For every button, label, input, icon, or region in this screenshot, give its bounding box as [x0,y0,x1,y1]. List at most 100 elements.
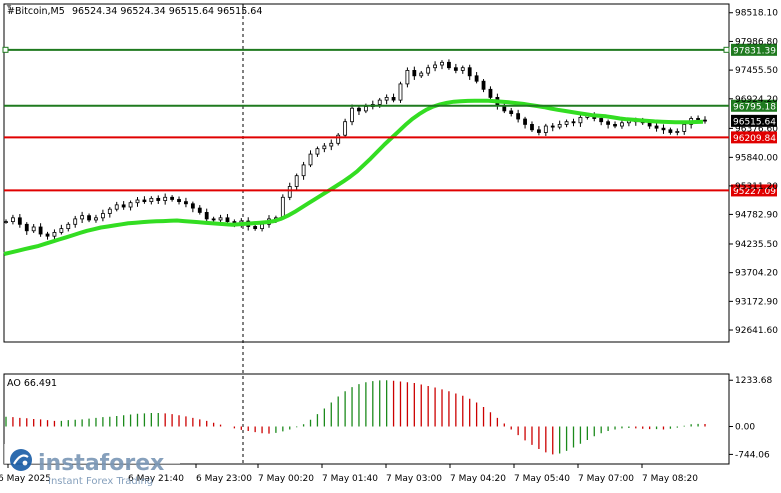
candle-body [564,121,569,125]
price-ytick-label: 94235.50 [735,240,778,250]
candle-body [315,148,320,155]
xtick-label: 6 May 23:00 [196,474,252,484]
candle-body [433,64,437,69]
candle-body [530,124,534,131]
candle-body [94,217,98,221]
candle-body [294,175,299,187]
candle-body [447,61,451,69]
candle-body [578,116,583,124]
candle-body [703,119,707,122]
price-level-tag [731,43,777,56]
xtick-label: 7 May 00:20 [258,474,314,484]
price-ytick-label: 95840.00 [735,153,778,163]
candle-body [107,208,112,214]
candle-body [453,67,458,71]
price-level-label: 97831.39 [733,46,776,56]
candle-body [696,118,700,121]
candle-body [156,197,161,201]
price-level-label: 96209.84 [733,134,776,144]
candle-body [218,217,223,221]
symbol-label: #Bitcoin,M5 [7,6,65,17]
candle-body [537,129,541,133]
xtick-label: 6 May 2025 [0,474,51,484]
candle-body [322,145,327,150]
candle-body [350,107,354,123]
candle-body [647,122,652,127]
candle-body [391,97,396,101]
candle-body [52,231,57,237]
candle-body [412,70,417,77]
candle-body [73,218,78,225]
candle-body [128,202,133,208]
candle-body [336,134,341,144]
candle-body [460,67,465,71]
candle-body [474,75,479,82]
candle-body [308,153,313,166]
ao-ytick-label: 1233.68 [735,376,772,386]
candle-body [661,127,666,131]
candle-body [66,223,71,230]
scroll-marker-icon [6,4,12,9]
xtick-label: 6 May 21:40 [128,474,184,484]
candle-body [11,217,15,222]
candle-body [654,125,659,129]
candle-body [177,199,181,203]
last-price-tag [731,114,777,127]
candle-body [377,99,382,105]
candle-body [599,118,604,123]
candles-group [4,59,707,241]
price-ytick-label: 96924.20 [735,95,778,105]
candle-body [114,204,119,210]
level-anchor-handle[interactable] [723,46,730,53]
candle-body [121,204,126,208]
level-anchor-handle[interactable] [2,46,9,53]
candle-body [668,129,673,133]
ao-title: AO 66.491 [7,378,57,389]
price-level-label: 95227.09 [733,187,776,197]
ohlc-readout: 96524.34 96524.34 96515.64 96515.64 [72,6,262,17]
candle-body [357,107,361,112]
xtick-label: 7 May 04:20 [450,474,506,484]
candle-body [287,186,292,198]
moving-average-line [3,98,704,256]
last-price-label: 96515.64 [733,117,776,127]
candle-body [17,217,22,225]
candle-body [543,125,548,133]
candle-body [426,67,431,74]
candle-body [163,196,168,201]
candle-body [419,72,424,77]
candle-body [405,70,410,85]
candle-body [675,131,680,133]
candle-body [606,121,611,125]
candle-body [488,88,493,98]
price-panel[interactable] [3,3,730,343]
candle-body [467,67,472,77]
candle-body [440,61,444,66]
candle-body [197,207,202,213]
candle-body [682,124,687,132]
ao-ytick-label: 0.00 [735,423,755,433]
candle-body [135,199,140,204]
candle-body [211,218,216,221]
candle-body [481,80,486,90]
price-ytick-label: 94782.90 [735,210,778,220]
candle-body [550,125,555,128]
price-ytick-label: 93704.20 [735,269,778,279]
candle-body [260,223,264,230]
price-ytick-label: 92641.60 [735,326,778,336]
price-level-label: 96795.18 [733,102,776,112]
candle-body [225,217,230,222]
instaforex-watermark: instaforex Instant Forex Trading [4,444,180,487]
candle-body [142,199,147,203]
candle-body [184,201,188,205]
price-level-tag [731,131,777,144]
xtick-label: 7 May 08:20 [642,474,698,484]
xtick-label: 7 May 05:40 [514,474,570,484]
xtick-label: 7 May 03:00 [386,474,442,484]
candle-body [301,164,306,177]
price-level-tag [731,184,777,197]
candle-body [280,196,285,219]
candle-body [31,226,36,232]
